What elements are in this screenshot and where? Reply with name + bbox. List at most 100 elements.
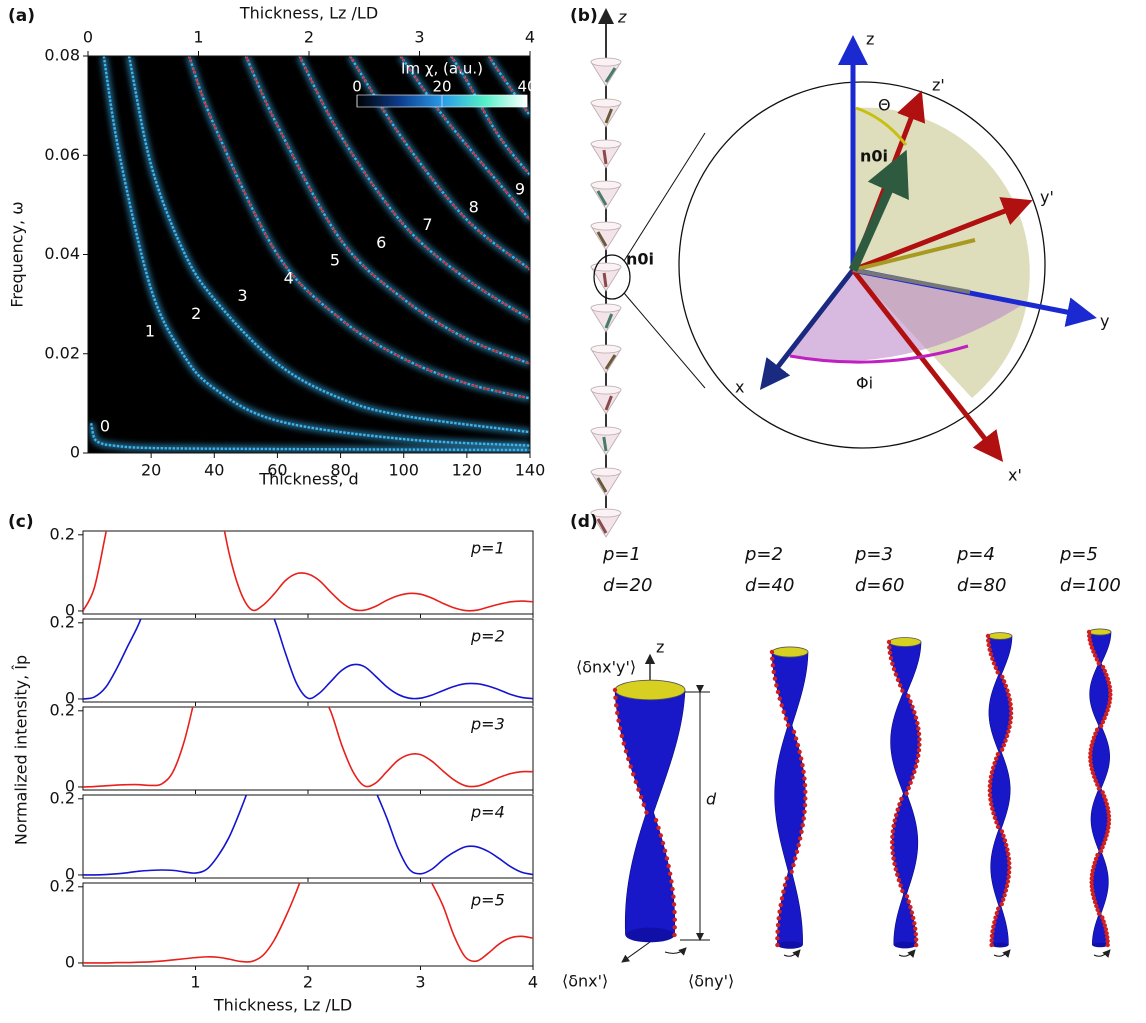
helix-dot	[993, 756, 999, 761]
helix-dot	[628, 764, 633, 769]
helix-dot	[1088, 641, 1093, 646]
helix-dot	[1093, 856, 1099, 862]
helix-dot	[1007, 697, 1012, 702]
helix-dot	[1096, 661, 1101, 666]
helix-dot	[989, 801, 994, 807]
curve-label: 8	[469, 197, 479, 216]
helix-dot	[895, 807, 900, 812]
helix-dot	[1094, 903, 1099, 909]
cone-vector	[596, 190, 608, 206]
helix-dot	[1102, 715, 1107, 721]
colorbar-tick-label: 20	[432, 78, 451, 96]
helix-dot	[1089, 766, 1095, 772]
helix-dot	[1107, 684, 1112, 689]
helix-dot	[992, 920, 997, 925]
helix-dot	[1006, 729, 1011, 734]
helix-dot	[1088, 755, 1093, 760]
cone-vector	[602, 436, 608, 452]
cone-top	[590, 57, 622, 67]
helix-dot	[1091, 864, 1096, 869]
helix-dot	[1004, 842, 1009, 848]
y-tick-label: 0	[65, 776, 75, 795]
helix-dot	[616, 718, 621, 723]
zoom-line	[623, 292, 706, 389]
helix-dot	[781, 889, 786, 894]
helix-body	[771, 651, 809, 946]
helix-dot	[1001, 897, 1006, 902]
x-tick-label: 20	[141, 461, 161, 480]
y-tick-label: 0.04	[44, 244, 80, 263]
cone-chain	[590, 57, 622, 538]
theory-curve	[298, 56, 530, 320]
cone-vector	[602, 272, 608, 288]
plot-area	[88, 56, 530, 453]
helix-dot	[990, 806, 995, 811]
helix-dot	[895, 872, 900, 877]
helix-dot	[1091, 735, 1097, 740]
theory-curve	[188, 56, 530, 400]
helix-dot	[1089, 872, 1095, 877]
helix-dot	[671, 902, 677, 907]
helix-dot	[890, 661, 895, 666]
helix-dot	[1006, 856, 1012, 861]
helix-dot	[802, 776, 807, 781]
helix-dot	[996, 906, 1001, 911]
helix-bottom	[893, 941, 917, 949]
resonance-curve	[102, 56, 530, 447]
helix-dot	[774, 683, 779, 688]
theory-curve	[399, 56, 530, 221]
panel-label: (b)	[570, 6, 598, 26]
helix-dot	[778, 902, 783, 908]
curve-label: 6	[376, 233, 386, 252]
helix-dot	[1105, 708, 1110, 713]
x2-tick-label: 2	[304, 28, 314, 47]
axis-x-prime	[851, 268, 1004, 462]
helix-dot	[1103, 711, 1109, 717]
helix-dot	[995, 670, 1000, 675]
helix-dot	[995, 824, 1001, 830]
helix-dot	[993, 665, 999, 671]
helix-dot	[1100, 844, 1105, 850]
helix-dot	[803, 789, 808, 795]
helix-dot	[662, 848, 668, 853]
helix-dot	[666, 863, 671, 869]
helix-dot	[897, 683, 903, 688]
helix-dot	[658, 833, 664, 838]
helix-dot	[1106, 821, 1112, 826]
panel-label: (c)	[8, 512, 34, 532]
helix-dot	[1088, 762, 1094, 768]
helix-dot	[617, 726, 623, 731]
helix-dot	[1007, 865, 1012, 870]
helix-dot	[1100, 665, 1106, 670]
helix-dot	[1008, 701, 1013, 707]
helix-dot	[1104, 833, 1109, 838]
curve-label: 9	[515, 180, 525, 199]
theory-curve	[349, 56, 530, 270]
helix-dot	[988, 779, 993, 784]
helix-dot	[664, 856, 670, 861]
helix-dot	[999, 829, 1005, 834]
x-tick-label: 100	[388, 461, 419, 480]
helix-dot	[904, 791, 909, 796]
helix-dot	[1104, 801, 1110, 807]
helix-dot	[908, 780, 913, 785]
helix-dot	[1004, 733, 1010, 739]
helix-dot	[801, 816, 806, 821]
helix-dot	[994, 910, 1000, 916]
helix-dot	[669, 879, 674, 884]
helix-dot	[1090, 888, 1095, 893]
helix-bottom	[1092, 942, 1108, 948]
helix-dot	[890, 845, 895, 850]
cone-top	[590, 139, 622, 149]
helix-dot	[770, 663, 776, 668]
fluct-label: ⟨δnx'y'⟩	[576, 658, 636, 677]
helix-dot	[1001, 833, 1006, 839]
helix-dot	[641, 802, 646, 808]
helix-top	[888, 637, 922, 647]
helix-dot	[915, 720, 920, 726]
intensity-line	[83, 795, 533, 876]
helix-dot	[802, 809, 807, 815]
helix-dot	[672, 932, 677, 938]
helix-dot	[785, 723, 791, 728]
helix-dot	[1088, 747, 1094, 752]
